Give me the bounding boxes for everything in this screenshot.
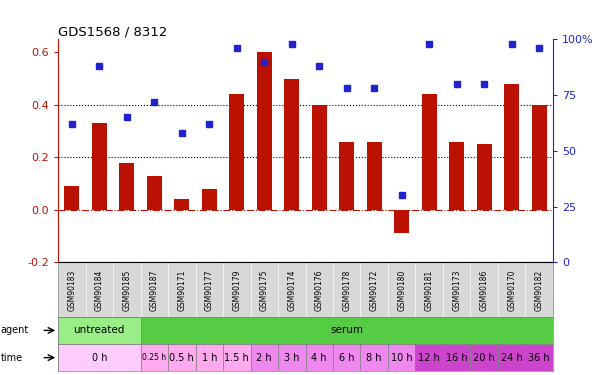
Bar	[339, 142, 354, 210]
Text: GSM90186: GSM90186	[480, 270, 489, 311]
Bar	[532, 105, 547, 210]
Bar	[449, 142, 464, 210]
Text: GSM90177: GSM90177	[205, 270, 214, 311]
Bar	[58, 344, 141, 371]
Text: untreated: untreated	[73, 326, 125, 335]
Bar	[278, 344, 306, 371]
Bar	[504, 84, 519, 210]
Bar	[141, 317, 553, 344]
Text: GSM90178: GSM90178	[342, 270, 351, 311]
Bar	[312, 105, 327, 210]
Text: GSM90182: GSM90182	[535, 270, 544, 311]
Bar	[360, 344, 388, 371]
Text: GSM90180: GSM90180	[397, 270, 406, 311]
Bar	[202, 189, 217, 210]
Bar	[168, 344, 196, 371]
Text: serum: serum	[330, 326, 364, 335]
Bar	[333, 344, 360, 371]
Bar	[525, 344, 553, 371]
Text: GSM90187: GSM90187	[150, 270, 159, 311]
Text: 0.5 h: 0.5 h	[169, 352, 194, 363]
Text: 10 h: 10 h	[391, 352, 412, 363]
Bar	[306, 344, 333, 371]
Text: 16 h: 16 h	[446, 352, 467, 363]
Text: 0 h: 0 h	[92, 352, 107, 363]
Bar	[229, 94, 244, 210]
Text: 4 h: 4 h	[312, 352, 327, 363]
Bar	[388, 344, 415, 371]
Text: GSM90184: GSM90184	[95, 270, 104, 311]
Bar	[58, 317, 141, 344]
Text: 36 h: 36 h	[529, 352, 550, 363]
Text: GSM90181: GSM90181	[425, 270, 434, 311]
Text: GSM90183: GSM90183	[67, 270, 76, 311]
Text: GSM90185: GSM90185	[122, 270, 131, 311]
Text: 6 h: 6 h	[339, 352, 354, 363]
Text: time: time	[1, 352, 23, 363]
Text: 1.5 h: 1.5 h	[224, 352, 249, 363]
Text: GSM90175: GSM90175	[260, 270, 269, 311]
Text: GSM90174: GSM90174	[287, 270, 296, 311]
Bar	[119, 163, 134, 210]
Bar	[394, 210, 409, 233]
Bar	[147, 176, 162, 210]
Bar	[196, 344, 223, 371]
Text: 8 h: 8 h	[367, 352, 382, 363]
Bar	[223, 344, 251, 371]
Bar	[422, 94, 437, 210]
Text: GSM90171: GSM90171	[177, 270, 186, 311]
Bar	[141, 344, 168, 371]
Bar	[415, 344, 443, 371]
Text: GSM90170: GSM90170	[507, 270, 516, 311]
Text: GSM90172: GSM90172	[370, 270, 379, 311]
Text: GSM90179: GSM90179	[232, 270, 241, 311]
Text: 24 h: 24 h	[501, 352, 522, 363]
Text: GDS1568 / 8312: GDS1568 / 8312	[58, 25, 167, 38]
Text: agent: agent	[1, 326, 29, 335]
Bar	[174, 200, 189, 210]
Text: 20 h: 20 h	[474, 352, 495, 363]
Bar	[92, 123, 107, 210]
Text: 2 h: 2 h	[257, 352, 272, 363]
Text: 0.25 h: 0.25 h	[142, 353, 166, 362]
Bar	[64, 186, 79, 210]
Bar	[251, 344, 278, 371]
Bar	[367, 142, 382, 210]
Bar	[257, 53, 272, 210]
Text: GSM90173: GSM90173	[452, 270, 461, 311]
Text: 12 h: 12 h	[419, 352, 440, 363]
Bar	[498, 344, 525, 371]
Bar	[477, 144, 492, 210]
Text: 3 h: 3 h	[284, 352, 299, 363]
Bar	[443, 344, 470, 371]
Bar	[284, 79, 299, 210]
Text: 1 h: 1 h	[202, 352, 217, 363]
Text: GSM90176: GSM90176	[315, 270, 324, 311]
Bar	[470, 344, 498, 371]
